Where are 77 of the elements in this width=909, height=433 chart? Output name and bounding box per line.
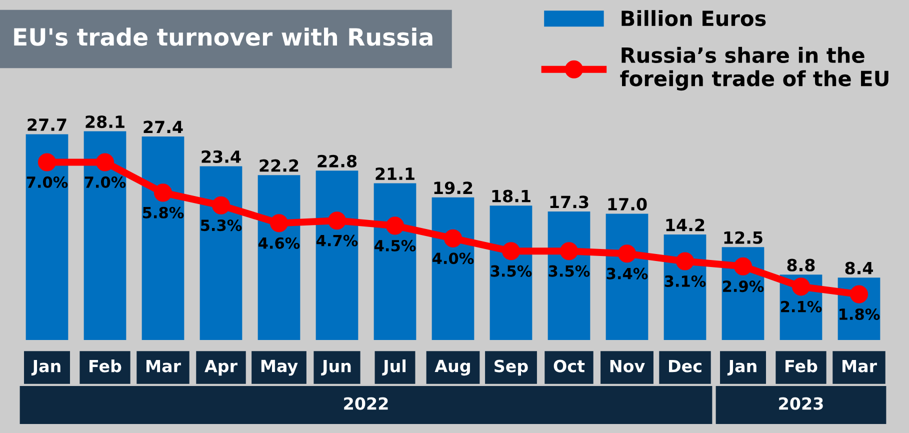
point [328, 212, 346, 230]
point [96, 153, 114, 172]
point [444, 229, 462, 248]
data-label: 2.1% [781, 300, 822, 312]
data-label: 27.4 [144, 120, 183, 134]
point [676, 252, 694, 270]
x-tick-label: Sep [494, 360, 528, 376]
data-label: 7.0% [26, 176, 68, 188]
data-label: 3.5% [548, 265, 590, 277]
data-label: 22.8 [318, 154, 357, 168]
data-label: 2.9% [723, 280, 764, 292]
data-label: 1.8% [840, 308, 880, 320]
x-tick-label: Dec [669, 360, 702, 372]
text: 2023 [779, 397, 823, 410]
bar [374, 183, 416, 340]
data-label: 8.8 [787, 258, 815, 272]
x-tick-label: Jan [31, 360, 60, 376]
point [618, 244, 636, 263]
point [270, 214, 288, 232]
data-label: 14.2 [666, 218, 704, 232]
legend-label: Russia’s share in the foreign trade of the EU [620, 46, 888, 91]
data-label: 27.7 [28, 118, 66, 131]
point [502, 242, 520, 260]
data-label: 28.1 [86, 115, 124, 128]
x-tick-label: Oct [554, 360, 585, 372]
x-tick-label: Aug [434, 360, 470, 376]
bar [606, 214, 648, 340]
x-tick-label: Jul [382, 359, 406, 376]
data-label: 4.6% [258, 237, 300, 249]
data-label: 3.1% [664, 275, 706, 287]
text: 2022 [344, 397, 388, 410]
data-label: 4.7% [316, 234, 358, 246]
bar [26, 134, 68, 340]
x-tick-label: May [261, 360, 298, 376]
data-label: 17.0 [608, 198, 647, 211]
bar [142, 136, 184, 340]
point [386, 216, 404, 235]
data-label: 8.4 [845, 262, 873, 274]
point [734, 257, 752, 276]
data-label: 3.5% [490, 265, 532, 277]
x-tick-label: Feb [90, 359, 122, 372]
bar [316, 170, 358, 340]
point [212, 196, 230, 214]
bar [432, 197, 474, 340]
bar [200, 166, 242, 340]
bar [664, 234, 706, 340]
data-label: 3.4% [606, 268, 648, 280]
legend-label: Billion Euros [622, 10, 766, 26]
data-label: 18.1 [492, 190, 530, 202]
data-label: 5.3% [200, 220, 242, 232]
bar [258, 175, 300, 340]
bar [84, 131, 126, 340]
x-tick-label: Jan [727, 360, 756, 376]
point [850, 285, 868, 304]
data-label: 5.8% [142, 206, 184, 218]
x-tick-label: Mar [842, 360, 877, 372]
x-tick-label: Mar [146, 360, 181, 372]
point [792, 278, 810, 296]
x-tick-label: Apr [204, 360, 238, 376]
data-label: 4.5% [374, 240, 416, 252]
data-label: 7.0% [84, 176, 126, 188]
point [560, 242, 578, 260]
data-label: 12.5 [724, 231, 762, 244]
bar [490, 206, 532, 340]
x-tick-label: Nov [610, 360, 645, 372]
data-label: 17.3 [550, 196, 588, 208]
data-label: 22.2 [260, 159, 298, 172]
data-label: 21.1 [376, 167, 414, 180]
x-tick-label: Jun [321, 360, 351, 376]
x-tick-label: Feb [786, 359, 818, 372]
data-label: 23.4 [202, 150, 241, 163]
chart-title: EU's trade turnover with Russia [14, 28, 432, 46]
data-label: 19.2 [434, 182, 472, 194]
data-label: 4.0% [432, 252, 474, 264]
point [38, 153, 56, 172]
point [154, 184, 172, 202]
bar [548, 212, 590, 340]
